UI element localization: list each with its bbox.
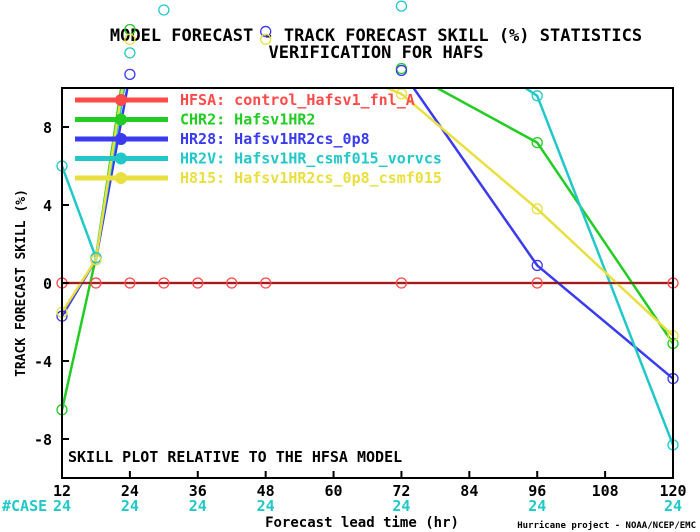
series-point-0-6: [260, 277, 272, 289]
legend-marker-0: [115, 94, 127, 106]
credit-text: Hurricane project - NOAA/NCEP/EMC: [517, 520, 696, 531]
legend-marker-4: [115, 172, 127, 184]
y-axis-label: TRACK FORECAST SKILL (%): [14, 189, 29, 377]
legend-marker-1: [115, 113, 127, 126]
x-axis: 12 24 36 48 60 72 84 96 108 120: [53, 471, 687, 500]
x-tick-label-4: 60: [325, 482, 343, 500]
legend-label-2: HR28: Hafsv1HR2cs_0p8: [180, 130, 370, 148]
x-axis-label: Forecast lead time (hr): [265, 515, 459, 531]
series-markers: [56, 0, 679, 451]
series-point-0-1: [90, 277, 102, 289]
y-tick-label-3: 4: [43, 197, 52, 215]
series-point-3-3: [158, 4, 170, 16]
x-tick-label-9: 120: [659, 482, 686, 500]
series-point-1-4: [531, 136, 543, 149]
series-point-4-5: [531, 203, 543, 215]
legend-label-4: H815: Hafsv1HR2cs_0p8_csmf015: [180, 169, 442, 187]
series-point-0-8: [531, 277, 543, 289]
x-tick-label-2: 36: [189, 482, 207, 500]
x-tick-label-5: 72: [392, 482, 410, 500]
case-count-5: 24: [528, 497, 546, 515]
case-label: #CASE: [2, 497, 47, 515]
case-count-0: 24: [53, 497, 71, 515]
series-point-3-5: [531, 90, 543, 102]
legend-label-0: HFSA: control_Hafsv1_fnl_A: [180, 91, 415, 109]
chart-title: MODEL FORECAST - TRACK FORECAST SKILL (%…: [110, 26, 642, 46]
y-tick-label-2: 0: [43, 275, 52, 293]
legend-marker-3: [115, 152, 127, 165]
x-tick-label-0: 12: [53, 482, 71, 500]
case-count-3: 24: [257, 497, 275, 515]
series-line-1: [62, 88, 673, 411]
case-counts: 24 24 24 24 24 24 24: [53, 497, 682, 515]
series-point-3-4: [395, 0, 408, 12]
x-tick-label-6: 84: [460, 482, 478, 500]
case-count-6: 24: [664, 497, 682, 515]
x-tick-label-3: 48: [257, 482, 275, 500]
series-point-4-1: [90, 253, 102, 266]
series-point-0-3: [158, 277, 170, 289]
series-line-4: [62, 88, 673, 337]
series-point-2-5: [395, 64, 408, 77]
legend-label-1: CHR2: Hafsv1HR2: [180, 111, 315, 129]
x-tick-label-8: 108: [592, 482, 619, 500]
x-tick-label-7: 96: [528, 482, 546, 500]
series-point-2-6: [531, 259, 543, 272]
y-axis: -8 -4 0 4 8: [34, 119, 69, 449]
case-count-2: 24: [189, 497, 207, 515]
series-point-3-2: [124, 47, 136, 59]
y-tick-label-1: -4: [34, 353, 52, 371]
series-point-4-3: [260, 33, 272, 45]
skill-annotation: SKILL PLOT RELATIVE TO THE HFSA MODEL: [68, 448, 402, 466]
legend-marker-2: [115, 133, 127, 145]
case-count-1: 24: [121, 497, 139, 515]
y-tick-label-0: -8: [34, 431, 52, 449]
chart-subtitle: VERIFICATION FOR HAFS: [269, 43, 484, 63]
case-count-4: 24: [392, 497, 410, 515]
series-lines: [62, 88, 673, 446]
series-point-0-2: [124, 277, 136, 289]
series-point-0-5: [226, 277, 238, 289]
y-tick-label-4: 8: [43, 119, 52, 137]
legend: HFSA: control_Hafsv1_fnl_A CHR2: Hafsv1HR…: [75, 91, 442, 187]
series-point-2-2: [124, 68, 136, 80]
series-point-2-4: [260, 25, 272, 38]
series-point-0-4: [192, 277, 204, 289]
series-point-0-7: [395, 277, 408, 289]
series-line-3: [62, 88, 673, 446]
x-tick-label-1: 24: [121, 482, 139, 500]
legend-label-3: HR2V: Hafsv1HR_csmf015_vorvcs: [180, 150, 442, 168]
series-point-4-2: [124, 33, 136, 45]
